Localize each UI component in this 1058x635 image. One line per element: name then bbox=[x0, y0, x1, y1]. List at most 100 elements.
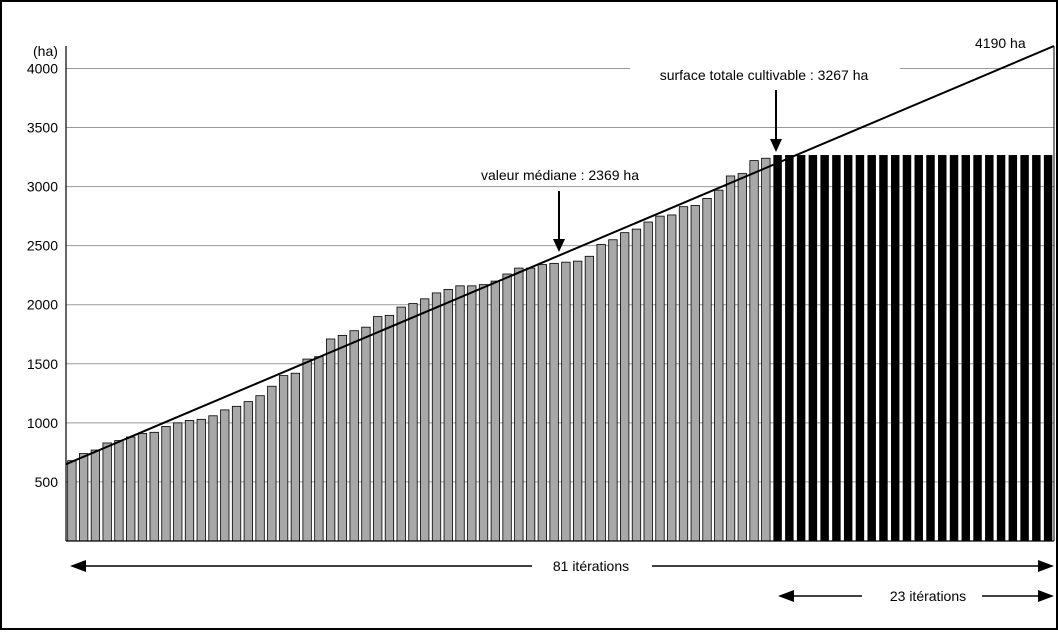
y-tick-label: 3500 bbox=[27, 120, 58, 136]
bar-capped bbox=[890, 155, 900, 542]
y-tick-label: 4000 bbox=[27, 60, 58, 76]
bar-capped bbox=[961, 155, 971, 542]
bar-measured bbox=[267, 385, 277, 542]
y-tick-label: 3000 bbox=[27, 179, 58, 195]
bar-measured bbox=[643, 221, 653, 542]
bar-measured bbox=[408, 303, 418, 542]
median-label: valeur médiane : 2369 ha bbox=[481, 167, 639, 183]
bar-capped bbox=[914, 155, 923, 542]
bar-measured bbox=[90, 449, 101, 542]
bar-measured bbox=[573, 260, 583, 542]
bar-measured bbox=[220, 409, 230, 542]
median-label-bg bbox=[462, 164, 660, 184]
bar-measured bbox=[114, 440, 124, 542]
total-arrow-head bbox=[770, 139, 782, 152]
bar-measured bbox=[67, 460, 77, 542]
bar-measured bbox=[208, 415, 218, 542]
bar-measured bbox=[537, 264, 547, 542]
span-all-arrow-left bbox=[70, 560, 86, 572]
bar-measured bbox=[620, 232, 630, 542]
bar-measured bbox=[608, 239, 618, 542]
bar-capped bbox=[785, 155, 794, 542]
bar-measured bbox=[79, 453, 89, 542]
bar-measured bbox=[302, 358, 312, 542]
bar-capped bbox=[949, 155, 959, 542]
bar-measured bbox=[596, 244, 606, 542]
bar-measured bbox=[749, 160, 759, 542]
bars bbox=[67, 155, 1053, 542]
bar-measured bbox=[361, 326, 371, 542]
line-end-label: 4190 ha bbox=[975, 35, 1026, 51]
y-axis-unit-label: (ha) bbox=[33, 43, 58, 59]
bar-measured bbox=[161, 426, 171, 542]
bar-measured bbox=[714, 189, 724, 542]
bar-capped bbox=[843, 155, 853, 542]
bar-capped bbox=[1032, 155, 1041, 542]
bar-measured bbox=[231, 405, 242, 542]
bar-measured bbox=[478, 284, 489, 542]
y-tick-label: 2000 bbox=[27, 297, 58, 313]
bar-measured bbox=[149, 431, 159, 542]
bar-measured bbox=[290, 372, 300, 542]
bar-measured bbox=[337, 335, 348, 542]
bar-capped bbox=[926, 155, 935, 542]
bar-measured bbox=[549, 262, 559, 542]
bar-measured bbox=[184, 420, 195, 542]
bar-measured bbox=[255, 395, 265, 542]
bar-measured bbox=[326, 338, 336, 542]
bar-measured bbox=[514, 267, 524, 542]
bar-measured bbox=[561, 261, 571, 542]
gridlines bbox=[66, 67, 1054, 483]
bar-capped bbox=[867, 155, 876, 542]
bar-measured bbox=[278, 375, 289, 542]
y-axis-ticks: 500 1000 1500 2000 2500 3000 3500 4000 bbox=[27, 60, 58, 489]
bar-measured bbox=[196, 418, 206, 542]
bar-measured bbox=[631, 228, 642, 542]
bar-capped bbox=[773, 155, 782, 542]
bar-capped bbox=[879, 155, 888, 542]
bar-capped bbox=[1043, 155, 1053, 542]
bar-measured bbox=[678, 206, 689, 542]
bar-capped bbox=[1020, 155, 1029, 542]
bar-measured bbox=[525, 267, 536, 542]
bar-measured bbox=[655, 215, 665, 542]
span-capped-arrow-left bbox=[778, 590, 794, 602]
bar-measured bbox=[420, 298, 430, 542]
bar-measured bbox=[761, 157, 771, 542]
bar-measured bbox=[243, 401, 253, 542]
span-all-arrow-right bbox=[1038, 560, 1054, 572]
y-tick-label: 2500 bbox=[27, 238, 58, 254]
bar-measured bbox=[667, 214, 677, 542]
bar-measured bbox=[690, 205, 700, 542]
bar-measured bbox=[490, 280, 500, 542]
bar-measured bbox=[467, 285, 477, 542]
y-tick-label: 1000 bbox=[27, 415, 58, 431]
bar-measured bbox=[384, 314, 395, 542]
bar-measured bbox=[349, 330, 359, 542]
trend-line bbox=[65, 45, 1055, 466]
bar-capped bbox=[985, 155, 994, 542]
y-tick-label: 500 bbox=[35, 474, 59, 490]
span-capped-arrow-right bbox=[1038, 590, 1054, 602]
span-capped-label-bg bbox=[862, 586, 982, 606]
bar-capped bbox=[938, 155, 947, 542]
bar-measured bbox=[373, 316, 383, 542]
bar-measured bbox=[431, 292, 442, 542]
bar-measured bbox=[702, 197, 712, 542]
span-all-label: 81 itérations bbox=[553, 558, 629, 574]
total-label-bg bbox=[630, 64, 900, 84]
bar-measured bbox=[584, 255, 595, 542]
total-label: surface totale cultivable : 3267 ha bbox=[660, 67, 869, 83]
bar-measured bbox=[737, 173, 747, 542]
bar-measured bbox=[396, 306, 406, 542]
bar-capped bbox=[820, 155, 829, 542]
bar-capped bbox=[808, 155, 818, 542]
bar-measured bbox=[455, 285, 465, 542]
bar-measured bbox=[725, 175, 736, 542]
bar-capped bbox=[1008, 155, 1018, 542]
bar-capped bbox=[855, 155, 865, 542]
bar-measured bbox=[443, 288, 453, 542]
